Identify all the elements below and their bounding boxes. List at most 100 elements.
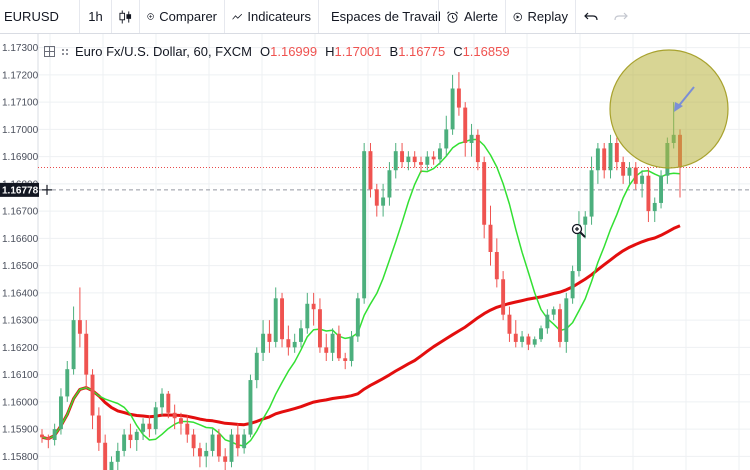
price-chart[interactable]: 1.17300 1.17200 1.17100 1.17000 1.16900 1.168… xyxy=(0,34,750,470)
candle xyxy=(299,320,303,348)
candle-body xyxy=(77,320,82,334)
candle xyxy=(336,325,341,361)
candle-body xyxy=(229,434,234,462)
candle-body xyxy=(633,167,638,184)
top-toolbar: EURUSD 1h Comparer Indicateurs xyxy=(0,0,750,34)
candle xyxy=(368,143,373,198)
current-price-label: 1.16778 xyxy=(2,185,39,196)
candle-body xyxy=(84,333,89,375)
candle xyxy=(254,347,259,389)
symbol-search[interactable]: EURUSD xyxy=(0,0,80,33)
candle xyxy=(128,423,133,449)
candle-body xyxy=(551,309,556,315)
candle xyxy=(90,369,95,430)
candle-body xyxy=(362,151,367,299)
annotation-arrow-head xyxy=(674,102,683,112)
candle-body xyxy=(90,374,95,416)
candle-body xyxy=(71,320,76,370)
candle-body xyxy=(134,431,139,441)
candle xyxy=(633,162,638,190)
candle-body xyxy=(286,339,291,348)
candle xyxy=(65,361,70,402)
candle xyxy=(305,292,310,334)
price-tick-label: 1.17300 xyxy=(2,43,39,54)
candle-body xyxy=(520,336,525,342)
alarm-clock-icon xyxy=(446,10,459,23)
alert-button[interactable]: Alerte xyxy=(439,0,506,33)
replay-label: Replay xyxy=(527,9,568,24)
candle xyxy=(393,143,398,179)
candle-body xyxy=(444,129,449,149)
candle xyxy=(431,151,436,165)
candle xyxy=(608,134,613,179)
replay-button[interactable]: Replay xyxy=(506,0,576,33)
candle xyxy=(355,292,360,342)
candle xyxy=(539,325,543,342)
candle xyxy=(595,143,600,184)
candle-body xyxy=(109,461,114,470)
candle-body xyxy=(242,434,247,449)
redo-button[interactable] xyxy=(606,0,636,33)
candle-body xyxy=(96,415,101,443)
price-tick-label: 1.16900 xyxy=(2,152,39,163)
candle-body xyxy=(652,202,657,212)
workspaces-button[interactable]: Espaces de Travail xyxy=(319,0,441,33)
legend-low-key: B xyxy=(389,44,399,59)
interval-label: 1h xyxy=(88,9,103,24)
candle-body xyxy=(52,429,57,441)
candle xyxy=(109,456,114,470)
candle-body xyxy=(406,156,411,163)
candle xyxy=(261,320,266,361)
undo-button[interactable] xyxy=(576,0,606,33)
candle xyxy=(122,429,127,457)
candle-body xyxy=(374,189,379,206)
candle-body xyxy=(40,434,44,438)
candle xyxy=(412,151,417,168)
price-tick-label: 1.17100 xyxy=(2,98,39,109)
candle-body xyxy=(147,423,152,430)
candle-body xyxy=(349,336,354,361)
interval-button[interactable]: 1h xyxy=(80,0,112,33)
candle-body xyxy=(450,88,455,130)
chart-type-button[interactable] xyxy=(112,0,140,33)
candle-body xyxy=(254,352,259,381)
candle-body xyxy=(558,309,562,342)
compare-button[interactable]: Comparer xyxy=(140,0,225,33)
settings-grid-icon[interactable] xyxy=(44,46,55,57)
candle-body xyxy=(210,434,215,451)
candle xyxy=(267,320,272,353)
candle xyxy=(501,271,506,321)
candle xyxy=(197,442,202,468)
candle xyxy=(589,156,594,225)
candle-body xyxy=(595,148,600,171)
chart-area[interactable]: 1.17300 1.17200 1.17100 1.17000 1.16900 1.168… xyxy=(0,34,750,470)
indicators-button[interactable]: Indicateurs xyxy=(225,0,319,33)
candle-body xyxy=(482,162,487,225)
zoom-cursor-icon xyxy=(571,223,586,238)
candle-body xyxy=(324,347,329,353)
candle xyxy=(96,407,101,451)
candle xyxy=(419,156,423,173)
candle xyxy=(621,156,626,184)
candle-body xyxy=(488,224,493,252)
candle xyxy=(235,423,240,457)
candle-body xyxy=(191,434,196,449)
candle-body xyxy=(621,162,626,176)
legend-symbol: Euro Fx/U.S. Dollar, 60, FXCM xyxy=(75,44,252,59)
candle-body xyxy=(65,369,70,397)
candle-body xyxy=(412,156,417,163)
candle xyxy=(494,238,499,288)
candle xyxy=(640,170,645,198)
candle-body xyxy=(160,393,164,408)
drag-dots-icon[interactable] xyxy=(61,48,71,56)
price-axis: 1.173001.172001.171001.170001.169001.168… xyxy=(0,34,39,470)
replay-icon xyxy=(513,12,522,21)
candle xyxy=(103,434,108,470)
candle-body xyxy=(640,175,645,184)
candle-body xyxy=(393,151,398,171)
candle xyxy=(153,401,158,435)
price-tick-label: 1.16000 xyxy=(2,397,39,408)
candle-body xyxy=(292,341,297,348)
candle xyxy=(564,292,569,353)
candle xyxy=(223,448,228,470)
